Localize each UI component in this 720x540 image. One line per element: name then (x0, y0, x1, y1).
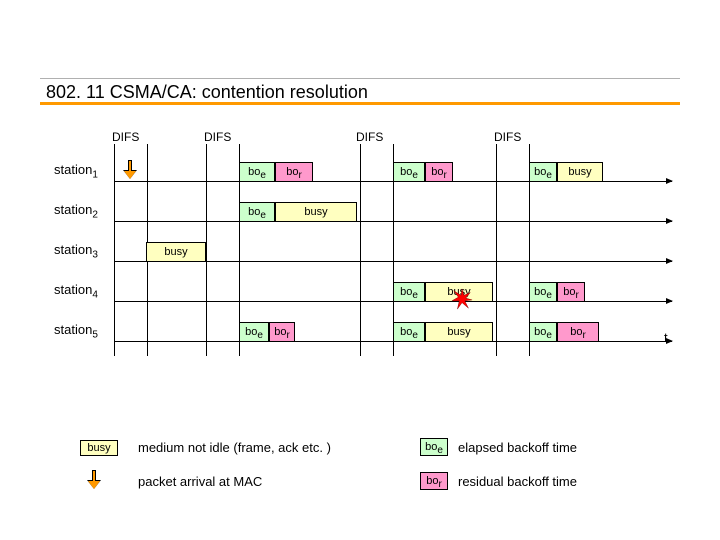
difs-label: DIFS (204, 130, 231, 144)
busy-block: busy (275, 202, 357, 222)
bor-block: bor (269, 322, 295, 342)
legend-arrow-desc: packet arrival at MAC (138, 474, 262, 489)
bor-block: bor (557, 322, 599, 342)
legend-busy-desc: medium not idle (frame, ack etc. ) (138, 440, 331, 455)
station-label: station5 (54, 322, 98, 341)
legend: busy medium not idle (frame, ack etc. ) … (80, 438, 660, 506)
page-title: 802. 11 CSMA/CA: contention resolution (46, 82, 368, 103)
legend-boe-box: boe (420, 438, 448, 456)
boe-block: boe (239, 322, 269, 342)
legend-boe-desc: elapsed backoff time (458, 440, 577, 455)
top-rule-outer (40, 78, 680, 79)
station-row: boeborboeborboebusy (114, 158, 672, 182)
timeline (114, 221, 672, 222)
boe-block: boe (529, 322, 557, 342)
busy-block: busy (146, 242, 206, 262)
station-label: station3 (54, 242, 98, 261)
t-axis-label: t (664, 330, 668, 345)
busy-block: busy (425, 322, 493, 342)
difs-label: DIFS (494, 130, 521, 144)
difs-label: DIFS (112, 130, 139, 144)
boe-block: boe (393, 162, 425, 182)
boe-block: boe (529, 162, 557, 182)
boe-block: boe (393, 322, 425, 342)
bor-block: bor (275, 162, 313, 182)
difs-label: DIFS (356, 130, 383, 144)
bor-block: bor (425, 162, 453, 182)
legend-bor-box: bor (420, 472, 448, 490)
station-label: station4 (54, 282, 98, 301)
timeline (114, 301, 672, 302)
busy-block: busy (557, 162, 603, 182)
station-row: boebusy (114, 198, 672, 222)
station-row: busy (114, 238, 672, 262)
collision-icon (451, 288, 473, 310)
legend-bor-desc: residual backoff time (458, 474, 577, 489)
station-label: station1 (54, 162, 98, 181)
boe-block: boe (239, 162, 275, 182)
station-row: boeborboebusyboebor (114, 318, 672, 342)
timeline (114, 181, 672, 182)
boe-block: boe (393, 282, 425, 302)
timeline (114, 261, 672, 262)
boe-block: boe (529, 282, 557, 302)
timing-diagram: DIFS DIFS DIFS DIFS station1 station2 station… (54, 130, 672, 420)
legend-busy-box: busy (80, 440, 118, 456)
station-label: station2 (54, 202, 98, 221)
bor-block: bor (557, 282, 585, 302)
boe-block: boe (239, 202, 275, 222)
station-row: boebusyboebor (114, 278, 672, 302)
timeline (114, 341, 672, 342)
